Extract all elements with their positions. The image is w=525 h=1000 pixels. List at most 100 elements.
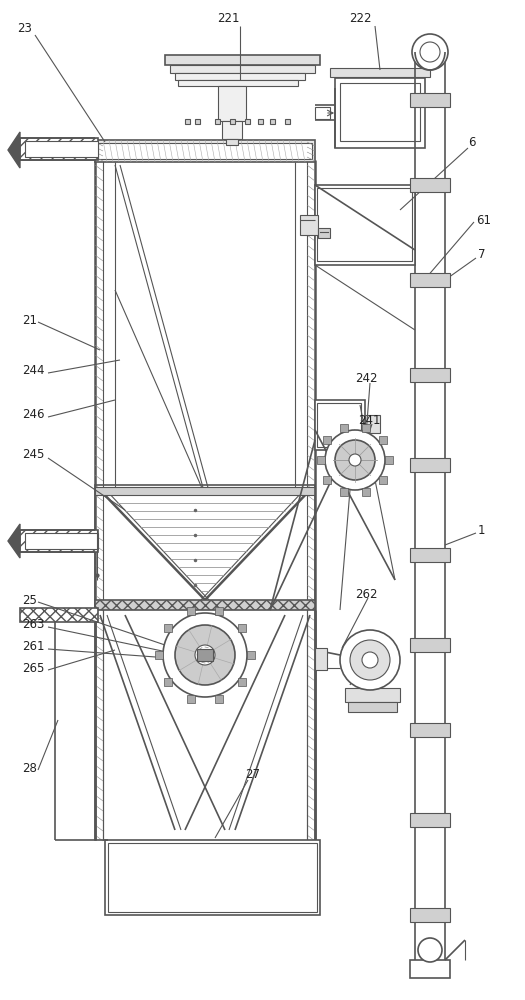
Bar <box>247 651 255 659</box>
Circle shape <box>350 640 390 680</box>
Text: 28: 28 <box>22 762 37 774</box>
Bar <box>245 119 250 124</box>
Bar <box>258 119 263 124</box>
Bar <box>187 695 195 703</box>
Circle shape <box>325 430 385 490</box>
Bar <box>362 424 370 432</box>
Polygon shape <box>8 524 20 558</box>
Text: 25: 25 <box>22 593 37 606</box>
Bar <box>98 143 312 159</box>
Bar <box>25 141 98 157</box>
Bar <box>315 185 415 265</box>
Bar <box>230 119 235 124</box>
Bar <box>20 530 98 552</box>
Bar <box>105 840 320 915</box>
Bar <box>164 624 172 632</box>
Bar <box>95 140 315 162</box>
Bar <box>164 678 172 686</box>
Circle shape <box>412 34 448 70</box>
Text: 61: 61 <box>476 214 491 227</box>
Bar <box>410 723 450 737</box>
Bar <box>315 400 365 450</box>
Bar <box>95 600 315 610</box>
Bar <box>226 139 238 145</box>
Bar <box>348 702 397 712</box>
Circle shape <box>420 42 440 62</box>
Bar <box>410 960 450 978</box>
Bar <box>410 93 450 107</box>
Bar <box>178 80 298 86</box>
Text: 23: 23 <box>17 21 32 34</box>
Bar <box>238 678 246 686</box>
Bar <box>410 368 450 382</box>
Bar <box>410 548 450 562</box>
Bar <box>175 73 305 80</box>
Bar <box>317 188 412 261</box>
Bar <box>318 228 330 238</box>
Circle shape <box>195 645 215 665</box>
Bar <box>341 424 349 432</box>
Bar <box>410 178 450 192</box>
Bar <box>323 436 331 444</box>
Text: 246: 246 <box>22 408 45 422</box>
Bar <box>410 458 450 472</box>
Text: 265: 265 <box>22 662 45 674</box>
Bar <box>300 215 318 235</box>
Text: 241: 241 <box>358 414 381 426</box>
Text: 222: 222 <box>349 11 371 24</box>
Bar <box>108 843 317 912</box>
Bar <box>197 649 213 661</box>
Bar <box>270 119 275 124</box>
Bar <box>215 695 223 703</box>
Bar <box>410 908 450 922</box>
Bar <box>20 608 98 622</box>
Text: 1: 1 <box>478 524 486 536</box>
Bar <box>362 488 370 496</box>
Bar <box>195 119 200 124</box>
Text: 242: 242 <box>355 371 377 384</box>
Text: 261: 261 <box>22 641 45 654</box>
Bar <box>215 119 220 124</box>
Polygon shape <box>8 132 20 168</box>
Text: 244: 244 <box>22 363 45 376</box>
Bar <box>379 476 386 484</box>
Bar <box>222 121 242 139</box>
Text: 21: 21 <box>22 314 37 326</box>
Bar <box>345 688 400 702</box>
Bar <box>20 138 98 160</box>
Bar <box>187 607 195 615</box>
Bar <box>238 624 246 632</box>
Bar <box>330 68 430 77</box>
Bar <box>379 436 386 444</box>
Bar <box>185 119 190 124</box>
Bar <box>315 107 330 119</box>
Text: 7: 7 <box>478 248 486 261</box>
Circle shape <box>175 625 235 685</box>
Bar <box>410 813 450 827</box>
Text: 263: 263 <box>22 618 45 632</box>
Bar <box>410 638 450 652</box>
Bar <box>410 273 450 287</box>
Bar <box>285 119 290 124</box>
Circle shape <box>418 938 442 962</box>
Circle shape <box>335 440 375 480</box>
Bar <box>317 403 361 447</box>
Bar <box>365 415 380 433</box>
Bar <box>95 487 315 495</box>
Text: 221: 221 <box>217 11 239 24</box>
Text: 27: 27 <box>245 768 260 782</box>
Circle shape <box>163 613 247 697</box>
Text: 245: 245 <box>22 448 45 462</box>
Text: 6: 6 <box>468 136 476 149</box>
Text: 262: 262 <box>355 588 377 601</box>
Bar <box>155 651 163 659</box>
Bar <box>315 648 327 670</box>
Circle shape <box>349 454 361 466</box>
Text: 264: 264 <box>358 634 381 647</box>
Bar <box>215 607 223 615</box>
Bar <box>323 476 331 484</box>
Bar <box>341 488 349 496</box>
Bar <box>165 55 320 65</box>
Bar <box>340 83 420 141</box>
Bar <box>218 86 246 121</box>
